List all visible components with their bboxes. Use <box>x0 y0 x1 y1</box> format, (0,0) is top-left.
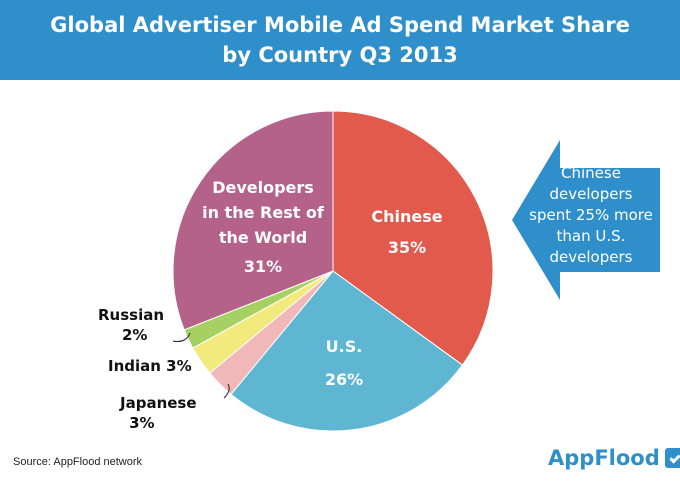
russian-label: Russian 2% <box>98 305 164 345</box>
pie-slice-chinese <box>332 110 494 366</box>
chinese-label: Chinese <box>371 207 442 226</box>
pie-slice-developers-in-the-rest-of-the-world <box>172 110 334 331</box>
pie-slice-u-s <box>230 270 464 432</box>
logo-icon <box>664 448 680 468</box>
leader-lines <box>172 332 230 399</box>
russian-label-pct: 2% <box>122 326 148 344</box>
callout-arrow-shape <box>512 140 660 300</box>
japanese-label: Japanese 3% <box>120 393 197 433</box>
rest-label-pct: 31% <box>244 257 282 276</box>
indian-label: Indian 3% <box>108 357 192 375</box>
japanese-label-name: Japanese <box>120 394 197 412</box>
callout-line-1: Chinese <box>561 164 621 182</box>
pie-slices <box>172 110 494 432</box>
rest-label-line-2: in the Rest of <box>202 203 325 222</box>
source-note: Source: AppFlood network <box>13 456 143 468</box>
chart-title-line-2: by Country Q3 2013 <box>222 43 458 67</box>
chart-title: Global Advertiser Mobile Ad Spend Market… <box>0 0 680 80</box>
japanese-leader-line <box>223 383 230 399</box>
rest-label-line-1: Developers <box>212 178 314 197</box>
callout-text: Chinese developers spent 25% more than U… <box>516 163 666 268</box>
callout-line-2: developers <box>549 185 633 203</box>
logo-text: AppFlood <box>548 446 660 470</box>
russian-leader-line <box>172 332 191 342</box>
callout-arrow <box>512 140 660 300</box>
chinese-label-pct: 35% <box>388 238 426 257</box>
japanese-label-pct: 3% <box>129 414 155 432</box>
rest-label-line-3: the World <box>219 228 307 247</box>
slice-labels: Developers in the Rest of the World 31% … <box>202 178 443 389</box>
appflood-logo: AppFlood <box>548 446 680 470</box>
us-label-pct: 26% <box>325 370 363 389</box>
callout-line-3: spent 25% more <box>529 206 653 224</box>
callout-line-5: developers <box>549 248 633 266</box>
callout-line-4: than U.S. <box>556 227 626 245</box>
russian-label-name: Russian <box>98 306 165 324</box>
us-label: U.S. <box>326 337 363 356</box>
chart-title-line-1: Global Advertiser Mobile Ad Spend Market… <box>50 13 630 37</box>
